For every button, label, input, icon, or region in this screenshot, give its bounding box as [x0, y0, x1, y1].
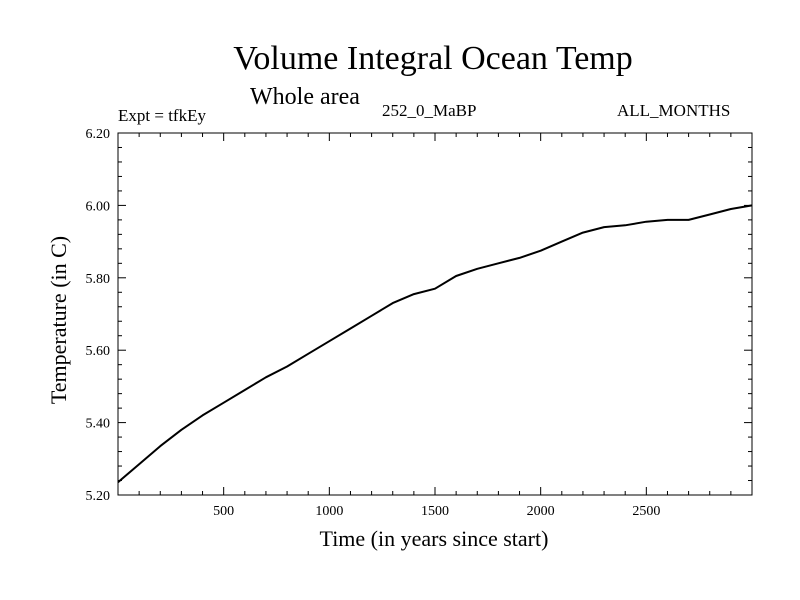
months-label: ALL_MONTHS — [617, 101, 731, 120]
chart-subtitle: Whole area — [250, 84, 360, 110]
x-tick-label: 1000 — [315, 504, 343, 519]
y-axis-label: Temperature (in C) — [46, 235, 71, 405]
y-axis-label-container: Temperature (in C) — [44, 120, 74, 520]
plot-frame — [117, 132, 753, 496]
y-tick-label: 6.20 — [86, 127, 111, 142]
x-tick-label: 2500 — [632, 504, 660, 519]
y-tick-label: 5.20 — [86, 489, 111, 504]
y-tick-label: 5.40 — [86, 417, 111, 432]
y-tick-label: 6.00 — [86, 199, 111, 214]
x-tick-label: 500 — [213, 504, 234, 519]
y-tick-label: 5.80 — [86, 272, 111, 287]
minor-ticks — [118, 133, 752, 495]
x-axis: 500 1000 1500 2000 2500 — [213, 133, 660, 519]
experiment-label: Expt = tfkEy — [118, 106, 206, 125]
y-axis: 5.20 5.40 5.60 5.80 6.00 6.20 — [86, 127, 752, 504]
chart-title: Volume Integral Ocean Temp — [233, 40, 633, 77]
y-tick-label: 5.60 — [86, 344, 111, 359]
temperature-series-line — [117, 204, 753, 484]
x-tick-label: 2000 — [527, 504, 555, 519]
period-label: 252_0_MaBP — [382, 101, 477, 120]
x-tick-label: 1500 — [421, 504, 449, 519]
x-axis-label: Time (in years since start) — [319, 526, 549, 551]
